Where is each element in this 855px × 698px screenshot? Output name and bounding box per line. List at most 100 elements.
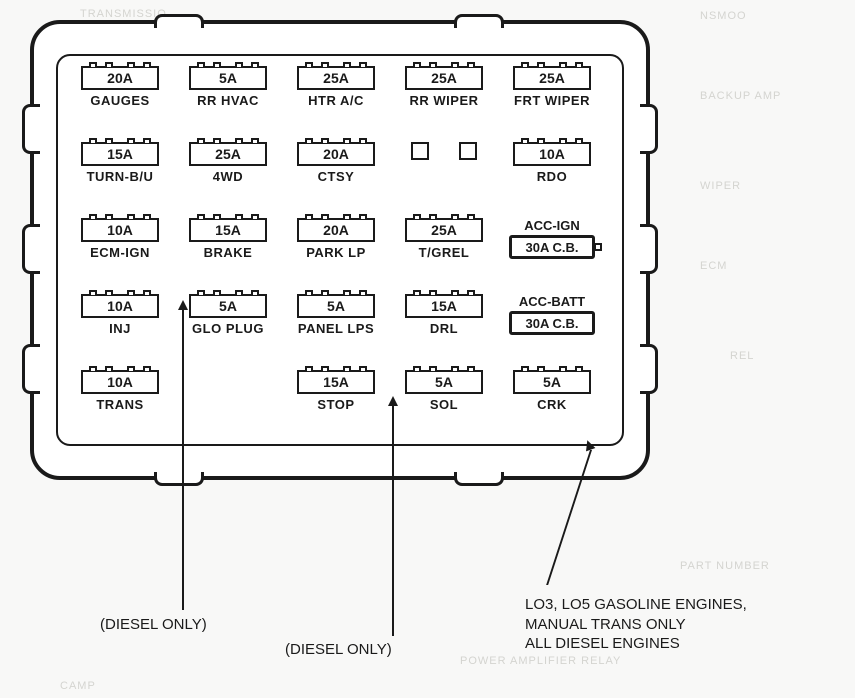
fuse-amperage: 20A: [323, 222, 349, 238]
background-text: REL: [730, 350, 754, 362]
fuse-slot: 5A CRK: [498, 370, 606, 446]
callout-engines: LO3, LO5 GASOLINE ENGINES, MANUAL TRANS …: [525, 595, 747, 654]
fuse-label: STOP: [317, 397, 354, 412]
fuse: 20A: [81, 66, 159, 90]
fuse-slot: 25A HTR A/C: [282, 66, 390, 142]
fuse-slot: 5ASOL: [390, 370, 498, 446]
background-text: ECM: [700, 260, 727, 272]
fuse-label: RDO: [537, 169, 567, 184]
fuse-amperage: 5A: [435, 374, 453, 390]
callout-line: [392, 406, 394, 636]
fuse: 15A: [297, 370, 375, 394]
cb-label: ACC-BATT: [519, 294, 585, 309]
fuse-amperage: 25A: [431, 70, 457, 86]
fuse-label: CRK: [537, 397, 567, 412]
fuse: 25A: [405, 66, 483, 90]
fuse: 5A: [189, 294, 267, 318]
fuse-grid: 20AGAUGES5ARR HVAC25AHTR A/C25ARR WIPER2…: [66, 66, 606, 446]
callout-arrow: [388, 396, 398, 406]
fuse-label: T/GREL: [419, 245, 470, 260]
fuse-slot: 20APARK LP: [282, 218, 390, 294]
panel-tab: [640, 104, 658, 154]
fuse: 15A: [405, 294, 483, 318]
fuse: 25A: [189, 142, 267, 166]
fuse: 5A: [513, 370, 591, 394]
panel-tab: [640, 224, 658, 274]
cb-amperage: 30A C.B.: [526, 316, 579, 331]
connector: [459, 142, 477, 160]
background-text: PART NUMBER: [680, 560, 770, 572]
fuse-amperage: 25A: [539, 70, 565, 86]
fuse-slot: 25AT/GREL: [390, 218, 498, 294]
fuse-label: TURN-B/U: [87, 169, 154, 184]
callout-diesel-1: (DIESEL ONLY): [100, 615, 207, 635]
fuse: 5A: [405, 370, 483, 394]
fuse-label: PANEL LPS: [298, 321, 374, 336]
callout-diesel-2: (DIESEL ONLY): [285, 640, 392, 660]
fuse-slot: 15A BRAKE: [174, 218, 282, 294]
fuse-label: 4WD: [213, 169, 243, 184]
callout-line: [182, 310, 184, 610]
fuse: 15A: [81, 142, 159, 166]
fuse-label: HTR A/C: [308, 93, 364, 108]
fuse-amperage: 5A: [327, 298, 345, 314]
fuse-slot: 20A CTSY: [282, 142, 390, 218]
fuse: 10A: [81, 218, 159, 242]
fuse-amperage: 10A: [107, 298, 133, 314]
fuse-label: TRANS: [96, 397, 143, 412]
fuse: 5A: [297, 294, 375, 318]
fuse-slot: 15A DRL: [390, 294, 498, 370]
panel-tab: [154, 14, 204, 28]
fuse-label: INJ: [109, 321, 131, 336]
fuse-amperage: 5A: [219, 298, 237, 314]
fuse: 15A: [189, 218, 267, 242]
fuse-label: ECM-IGN: [90, 245, 150, 260]
panel-tab: [454, 14, 504, 28]
fuse: 10A: [81, 294, 159, 318]
fuse-label: FRT WIPER: [514, 93, 590, 108]
fuse-slot: 15A TURN-B/U: [66, 142, 174, 218]
fuse-amperage: 15A: [431, 298, 457, 314]
panel-tab: [22, 224, 40, 274]
fuse-slot: 25A RR WIPER: [390, 66, 498, 142]
fuse-amperage: 10A: [539, 146, 565, 162]
panel-tab: [454, 472, 504, 486]
fuse: 10A: [81, 370, 159, 394]
fuse-slot: 10A TRANS: [66, 370, 174, 446]
fuse-label: BRAKE: [204, 245, 253, 260]
fuse-slot: 5A GLO PLUG: [174, 294, 282, 370]
fuse-amperage: 10A: [107, 374, 133, 390]
fuse-label: GLO PLUG: [192, 321, 264, 336]
circuit-breaker: 30A C.B.: [509, 311, 595, 335]
cb-label: ACC-IGN: [524, 218, 580, 233]
fuse-slot: 20A GAUGES: [66, 66, 174, 142]
fuse-amperage: 15A: [323, 374, 349, 390]
background-text: NSMOO: [700, 10, 747, 22]
fuse-label: GAUGES: [90, 93, 149, 108]
fuse-slot: 10A ECM-IGN: [66, 218, 174, 294]
fuse-slot: ACC-BATT 30A C.B.: [498, 294, 606, 370]
fuse-amperage: 10A: [107, 222, 133, 238]
fuse-amperage: 20A: [107, 70, 133, 86]
fuse-amperage: 5A: [543, 374, 561, 390]
fuse-label: CTSY: [318, 169, 355, 184]
fuse-slot: 15A STOP: [282, 370, 390, 446]
fuse-label: RR WIPER: [410, 93, 479, 108]
fuse-slot: 10A RDO: [498, 142, 606, 218]
fuse: 25A: [297, 66, 375, 90]
panel-tab: [22, 104, 40, 154]
background-text: CAMP: [60, 680, 96, 692]
panel-tab: [154, 472, 204, 486]
fuse: 20A: [297, 142, 375, 166]
connector-pair: [411, 142, 477, 160]
cb-amperage: 30A C.B.: [526, 240, 579, 255]
fuse-slot: 25A4WD: [174, 142, 282, 218]
fuse-amperage: 15A: [215, 222, 241, 238]
fuse-amperage: 15A: [107, 146, 133, 162]
fuse-slot: 5A PANEL LPS: [282, 294, 390, 370]
fuse-label: DRL: [430, 321, 458, 336]
fuse-amperage: 25A: [215, 146, 241, 162]
panel-tab: [640, 344, 658, 394]
fuse-slot: 5ARR HVAC: [174, 66, 282, 142]
fuse: 5A: [189, 66, 267, 90]
